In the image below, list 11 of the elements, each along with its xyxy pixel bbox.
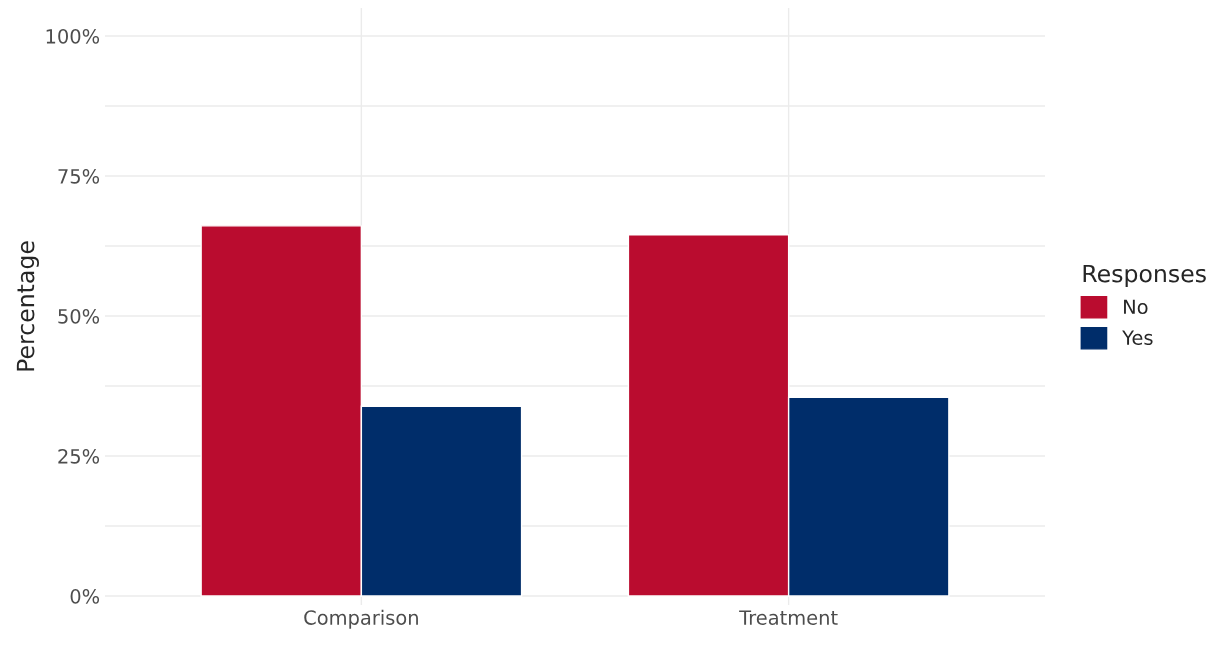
y-tick-label: 50% (58, 308, 100, 324)
x-tick-label: Treatment (739, 610, 838, 625)
y-tick-label: 75% (58, 168, 100, 184)
legend-label: Yes (1122, 330, 1153, 346)
legend-title: Responses (1083, 264, 1206, 288)
y-tick-label: 25% (58, 448, 100, 464)
x-tick-label: Comparison (304, 609, 418, 629)
legend-label: No (1124, 299, 1148, 315)
y-axis-title: Percentage (16, 241, 39, 371)
y-tick-label: 100% (46, 28, 100, 44)
y-tick-label: 0% (70, 589, 100, 604)
